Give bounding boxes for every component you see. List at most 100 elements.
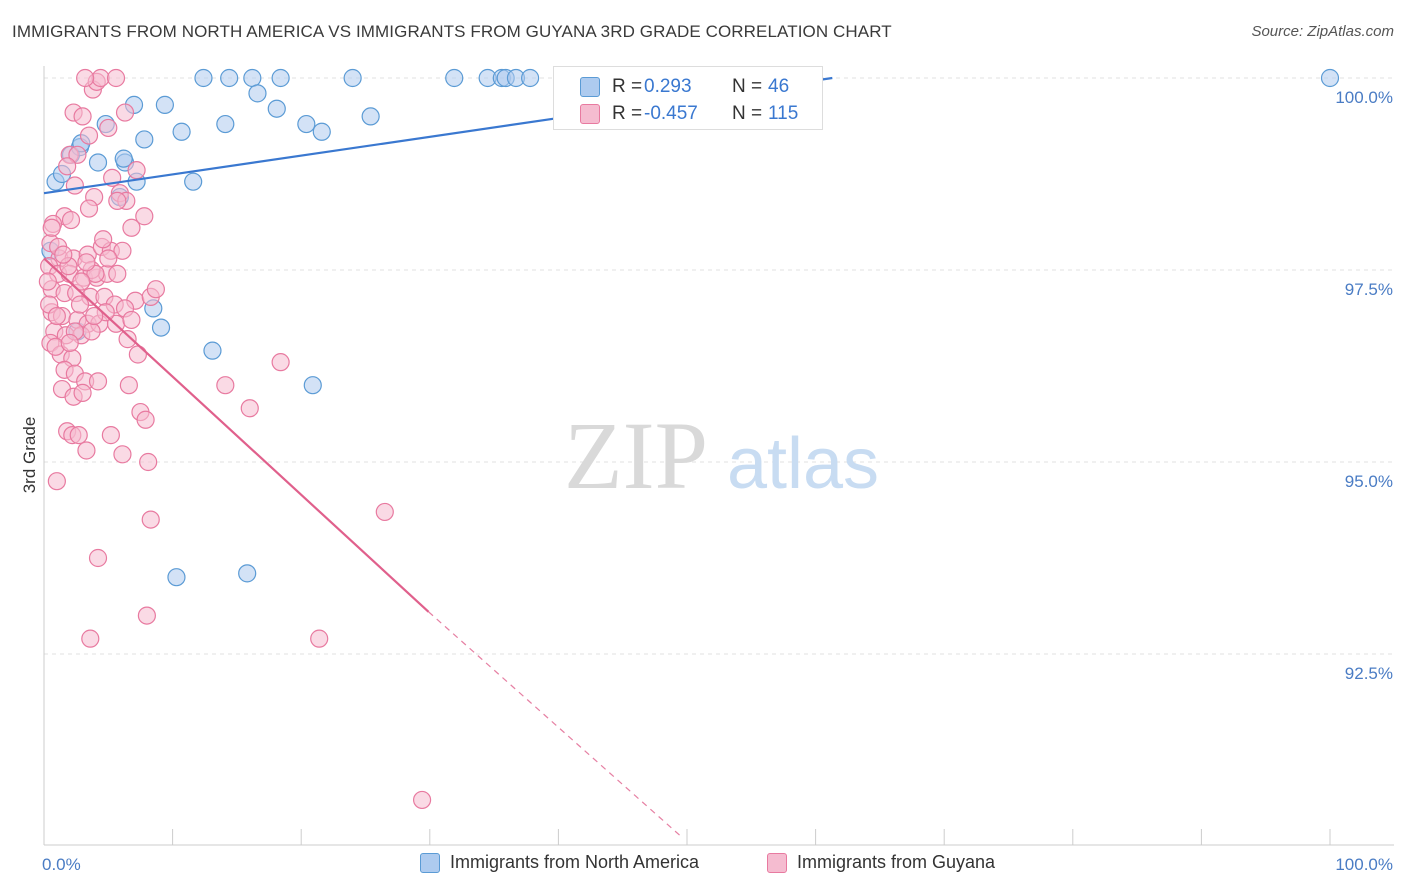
guyana-point [412,790,432,810]
guyana-point [375,502,394,522]
guyana-point [108,264,127,283]
north-america-point [271,68,290,88]
guyana-point [310,629,329,648]
stats-swatch-north-america [580,77,600,97]
guyana-point [65,176,84,195]
north-america-point [114,149,133,168]
north-america-point [216,114,235,134]
guyana-point [113,445,132,464]
north-america-point [172,122,191,141]
guyana-point [77,253,96,272]
legend-swatch-guyana [767,852,787,873]
watermark: ZIP atlas [564,402,879,509]
guyana-point [58,157,77,176]
guyana-point [94,230,113,249]
north-america-point [184,172,203,191]
guyana-point [47,472,66,491]
guyana-point [99,249,118,268]
north-america-point [303,376,322,395]
north-america-point [155,95,174,114]
guyana-point [99,118,118,138]
guyana-point [271,353,290,372]
legend-item-north-america[interactable]: Immigrants from North America [420,852,699,873]
guyana-point [146,280,165,299]
n-label: N = [732,103,763,124]
guyana-point [106,68,126,88]
r-label: R = [612,76,643,97]
guyana-point [122,310,141,330]
n-label: N = [732,76,763,97]
legend-label: Immigrants from North America [450,852,700,872]
north-america-point [312,122,331,141]
guyana-point [216,376,235,395]
r-value: -0.457 [644,103,698,124]
north-america-point [297,114,316,134]
guyana-point [141,510,160,529]
guyana-point [73,107,92,126]
guyana-point [240,399,259,418]
guyana-point [68,145,87,164]
guyana-point [119,376,138,395]
north-america-point [248,84,267,103]
guyana-point [128,345,147,364]
watermark-atlas: atlas [727,424,879,504]
x-tick-label-start: 0.0% [42,855,81,874]
y-tick-label: 97.5% [1345,280,1393,299]
guyana-point [60,333,79,353]
guyana-point [61,210,81,230]
axis-layer [43,66,1394,846]
guyana-point [79,126,99,145]
guyana-trend-extension [428,611,684,839]
guyana-point [118,330,137,349]
north-america-point [194,68,213,88]
guyana-point [135,207,154,226]
north-america-point [238,564,257,583]
tick-labels: 100.0% 97.5% 95.0% 92.5% 0.0% 100.0% [42,88,1393,874]
guyana-point [136,410,155,429]
n-value: 46 [768,76,790,97]
x-tick-label-end: 100.0% [1335,855,1393,874]
guyana-point [85,306,104,326]
legend-item-guyana[interactable]: Immigrants from Guyana [767,852,995,873]
north-america-point [1320,68,1340,88]
stats-swatch-guyana [580,104,600,124]
guyana-point [88,548,108,568]
guyana-point [139,452,158,472]
guyana-point [38,272,57,291]
guyana-point [42,218,61,237]
y-tick-label: 95.0% [1345,472,1393,491]
north-america-point [167,568,186,587]
north-america-point [361,107,380,126]
correlation-stats-box: R = 0.293 N = 46 R = -0.457 N = 115 [553,66,823,130]
source-credit: Source: ZipAtlas.com [1251,23,1394,40]
guyana-point [82,322,101,341]
north-america-point [88,153,108,172]
y-tick-label: 92.5% [1345,664,1393,683]
guyana-point [91,68,110,88]
guyana-point [81,629,100,648]
guyana-point [108,191,127,210]
guyana-point [127,161,146,180]
guyana-point [73,383,92,402]
guyana-point [137,606,156,625]
chart-title: IMMIGRANTS FROM NORTH AMERICA VS IMMIGRA… [12,22,892,41]
n-value: 115 [768,103,799,124]
north-america-point [343,68,362,88]
trend-lines [43,76,833,839]
guyana-point [54,245,73,264]
north-america-point [135,130,154,149]
guyana-point [101,426,120,445]
guyana-point [47,306,66,326]
guyana-point [72,272,91,291]
guyana-point [79,199,99,218]
r-value: 0.293 [644,76,692,97]
y-tick-label: 100.0% [1335,88,1393,107]
guyana-point [115,103,135,122]
north-america-point [220,68,239,88]
guyana-point [122,218,141,237]
north-america-point [243,68,262,88]
north-america-point [521,68,540,88]
north-america-point [445,68,464,88]
series-guyana [38,68,432,810]
